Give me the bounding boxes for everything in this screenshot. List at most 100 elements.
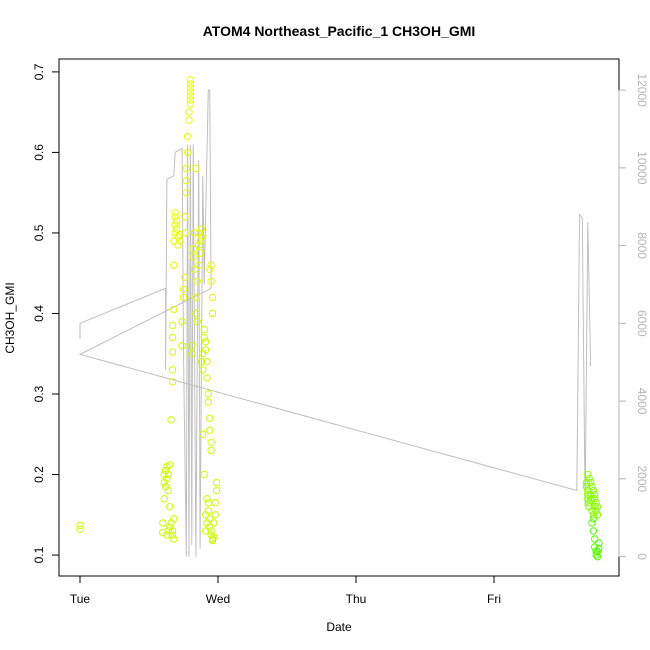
- data-point: [208, 309, 217, 318]
- data-point: [199, 430, 207, 438]
- data-point: [212, 478, 221, 487]
- data-point: [185, 108, 193, 116]
- data-point: [589, 486, 598, 495]
- chart-title: ATOM4 Northeast_Pacific_1 CH3OH_GMI: [203, 23, 476, 39]
- data-point: [164, 527, 173, 535]
- data-point: [181, 213, 189, 221]
- data-point: [591, 503, 599, 511]
- data-point: [206, 515, 214, 523]
- data-point: [201, 338, 210, 346]
- data-point: [170, 305, 178, 314]
- data-point: [171, 213, 179, 221]
- data-point: [183, 132, 192, 141]
- data-point: [167, 416, 175, 424]
- data-point: [584, 470, 592, 479]
- y-tick-label: 0.2: [32, 466, 46, 483]
- y2-tick-label: 10000: [635, 151, 649, 185]
- x-tick-label: Wed: [206, 592, 230, 606]
- y-tick-label: 0.6: [32, 144, 46, 161]
- plot-frame: [58, 58, 620, 577]
- altitude-line-layer: [78, 89, 592, 557]
- data-point: [170, 535, 178, 543]
- y-tick-label: 0.5: [32, 224, 46, 241]
- data-point: [197, 233, 206, 241]
- data-point: [210, 533, 218, 541]
- data-point: [595, 544, 603, 553]
- data-point: [203, 495, 211, 503]
- data-point: [168, 333, 177, 342]
- data-point: [188, 342, 196, 350]
- data-point: [160, 495, 168, 503]
- data-point: [193, 317, 202, 326]
- data-point: [186, 84, 195, 92]
- data-point: [171, 209, 179, 217]
- data-point: [76, 525, 84, 533]
- data-point: [207, 277, 215, 285]
- data-point: [204, 398, 213, 406]
- data-point: [168, 531, 177, 539]
- data-point: [163, 531, 171, 539]
- data-point: [179, 285, 188, 293]
- data-point: [182, 164, 191, 173]
- data-point: [592, 499, 600, 507]
- data-point: [181, 273, 189, 281]
- x-tick-label: Tue: [70, 592, 91, 606]
- data-point: [168, 348, 177, 356]
- data-point: [192, 164, 200, 173]
- data-point: [166, 503, 174, 511]
- data-point: [185, 116, 193, 124]
- data-point: [212, 486, 221, 495]
- y2-tick-label: 0: [635, 553, 649, 560]
- data-point: [186, 80, 195, 88]
- data-point: [592, 507, 600, 515]
- data-point: [595, 539, 603, 547]
- x-tick-label: Thu: [346, 592, 367, 606]
- data-point: [190, 229, 199, 237]
- x-axis: Tue Wed Thu Fri: [70, 575, 501, 606]
- data-point: [168, 366, 177, 374]
- data-point: [186, 92, 195, 100]
- data-point: [201, 346, 210, 354]
- data-point: [591, 543, 599, 551]
- data-point: [200, 325, 208, 334]
- data-point: [203, 374, 211, 382]
- y2-tick-label: 2000: [635, 465, 649, 492]
- data-point: [192, 309, 200, 318]
- data-point: [164, 486, 173, 495]
- data-point: [582, 482, 591, 491]
- data-point: [186, 88, 195, 96]
- altitude-line: [78, 89, 592, 557]
- data-point: [589, 515, 598, 523]
- data-point: [206, 265, 214, 273]
- data-point: [593, 511, 602, 519]
- data-point: [172, 225, 181, 233]
- data-point: [211, 499, 219, 507]
- data-point: [183, 148, 192, 157]
- y2-tick-label: 8000: [635, 232, 649, 259]
- data-point: [182, 189, 191, 197]
- data-point: [204, 390, 213, 398]
- data-point: [181, 229, 189, 237]
- data-point: [189, 245, 197, 253]
- data-point: [164, 470, 173, 479]
- data-point: [76, 521, 84, 529]
- data-point: [207, 261, 215, 269]
- data-point: [204, 507, 213, 515]
- data-point: [196, 237, 204, 245]
- data-point: [190, 265, 199, 273]
- data-point: [589, 527, 598, 535]
- data-point: [206, 426, 214, 434]
- points-layer: [76, 76, 603, 561]
- data-point: [585, 474, 593, 483]
- data-point: [201, 527, 210, 535]
- data-point: [178, 342, 186, 350]
- data-point: [186, 76, 195, 84]
- data-point: [179, 293, 188, 302]
- data-point: [593, 553, 602, 561]
- x-axis-label: Date: [326, 620, 352, 634]
- y-axis-right: 0 2000 4000 6000 8000 10000 12000: [618, 73, 649, 560]
- data-point: [186, 100, 195, 108]
- y2-tick-label: 4000: [635, 388, 649, 415]
- data-point: [182, 176, 191, 185]
- data-point: [206, 523, 214, 531]
